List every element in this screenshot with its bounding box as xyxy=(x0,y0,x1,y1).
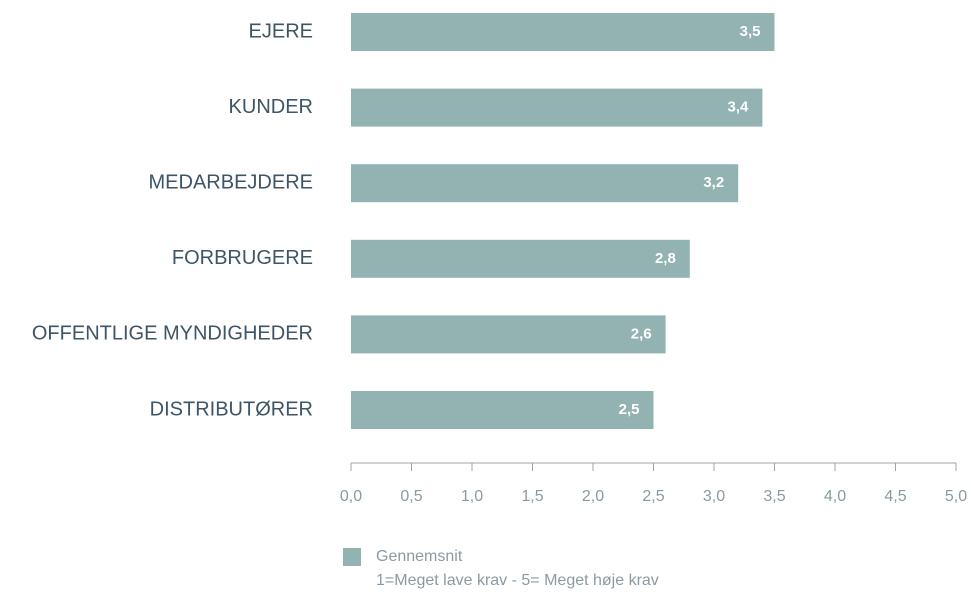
x-tick-label: 3,5 xyxy=(763,488,785,505)
legend-label: Gennemsnit xyxy=(376,548,463,565)
value-label: 2,8 xyxy=(655,250,676,267)
x-tick-label: 0,0 xyxy=(340,488,362,505)
x-tick-label: 4,5 xyxy=(884,488,906,505)
y-tick-label: FORBRUGERE xyxy=(172,247,313,269)
bar xyxy=(351,315,666,354)
x-tick-label: 0,5 xyxy=(400,488,422,505)
bar xyxy=(351,88,763,127)
y-tick-label: KUNDER xyxy=(229,96,313,118)
y-tick-label: DISTRIBUTØRER xyxy=(150,398,313,420)
x-tick-label: 3,0 xyxy=(703,488,725,505)
y-tick-label: OFFENTLIGE MYNDIGHEDER xyxy=(32,323,313,345)
x-tick-label: 5,0 xyxy=(945,488,967,505)
value-label: 2,5 xyxy=(619,401,640,418)
bar xyxy=(351,13,775,51)
y-tick-label: MEDARBEJDERE xyxy=(149,171,313,193)
x-tick-label: 1,5 xyxy=(521,488,543,505)
x-tick-label: 2,5 xyxy=(642,488,664,505)
value-label: 2,6 xyxy=(631,325,652,342)
x-tick-label: 4,0 xyxy=(824,488,846,505)
value-label: 3,4 xyxy=(728,99,750,116)
bar xyxy=(351,391,654,429)
x-tick-label: 2,0 xyxy=(582,488,604,505)
value-label: 3,5 xyxy=(740,23,761,40)
legend-note: 1=Meget lave krav - 5= Meget høje krav xyxy=(376,572,659,589)
bar xyxy=(351,239,690,278)
value-label: 3,2 xyxy=(703,174,724,191)
bar xyxy=(351,164,739,203)
x-tick-label: 1,0 xyxy=(461,488,483,505)
y-tick-label: EJERE xyxy=(249,20,313,42)
legend-swatch xyxy=(343,548,361,566)
